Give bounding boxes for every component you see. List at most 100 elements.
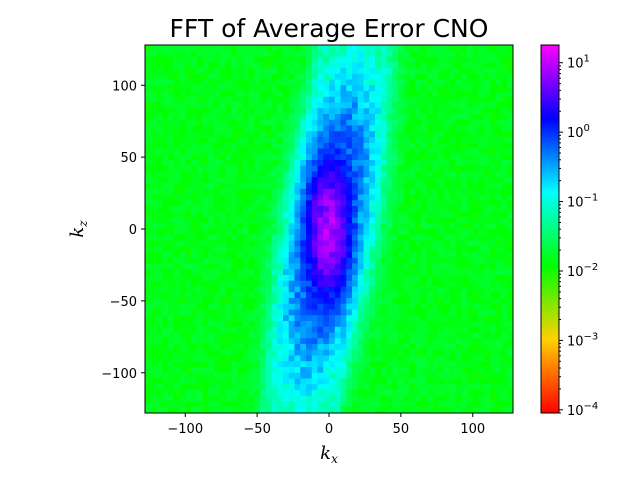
heatmap-cell [455,338,462,345]
heatmap-cell [363,355,370,362]
heatmap-cell [254,378,261,385]
heatmap-cell [409,91,416,98]
heatmap-cell [467,286,474,293]
heatmap-cell [352,85,359,92]
heatmap-cell [380,401,387,408]
heatmap-cell [409,321,416,328]
heatmap-cell [156,217,163,224]
heatmap-cell [214,395,221,402]
heatmap-cell [254,407,261,414]
heatmap-cell [265,275,272,282]
heatmap-cell [242,269,249,276]
heatmap-cell [300,292,307,299]
heatmap-cell [507,229,514,236]
heatmap-cell [409,263,416,270]
heatmap-cell [340,73,347,80]
heatmap-cell [507,85,514,92]
heatmap-cell [352,384,359,391]
heatmap-cell [288,263,295,270]
heatmap-cell [461,280,468,287]
heatmap-cell [495,407,502,414]
heatmap-cell [288,50,295,57]
heatmap-cell [231,62,238,69]
heatmap-cell [403,131,410,138]
heatmap-cell [311,102,318,109]
heatmap-cell [346,269,353,276]
heatmap-cell [352,68,359,75]
heatmap-cell [202,321,209,328]
heatmap-cell [478,142,485,149]
heatmap-cell [363,275,370,282]
heatmap-cell [162,102,169,109]
heatmap-cell [421,183,428,190]
heatmap-cell [145,395,152,402]
heatmap-cell [288,102,295,109]
heatmap-cell [409,367,416,374]
heatmap-cell [300,372,307,379]
heatmap-cell [162,257,169,264]
heatmap-cell [173,292,180,299]
heatmap-cell [346,73,353,80]
heatmap-cell [472,223,479,230]
heatmap-cell [438,229,445,236]
heatmap-cell [254,286,261,293]
heatmap-cell [271,286,278,293]
heatmap-cell [415,338,422,345]
heatmap-cell [334,165,341,172]
heatmap-cell [386,137,393,144]
heatmap-cell [346,257,353,264]
heatmap-cell [467,372,474,379]
heatmap-cell [145,45,152,52]
heatmap-cell [150,309,157,316]
heatmap-cell [214,332,221,339]
heatmap-cell [444,211,451,218]
heatmap-cell [208,252,215,259]
heatmap-cell [352,200,359,207]
heatmap-cell [231,171,238,178]
heatmap-cell [323,165,330,172]
heatmap-cell [179,45,186,52]
heatmap-cell [426,62,433,69]
heatmap-cell [179,252,186,259]
heatmap-cell [248,263,255,270]
heatmap-cell [173,165,180,172]
heatmap-cell [357,401,364,408]
heatmap-cell [392,194,399,201]
heatmap-cell [311,292,318,299]
heatmap-cell [432,390,439,397]
heatmap-cell [248,119,255,126]
heatmap-cell [237,91,244,98]
heatmap-cell [421,309,428,316]
heatmap-cell [363,234,370,241]
heatmap-cell [225,229,232,236]
heatmap-cell [380,355,387,362]
heatmap-cell [484,292,491,299]
heatmap-cell [507,355,514,362]
heatmap-cell [449,234,456,241]
heatmap-cell [323,407,330,414]
heatmap-cell [271,102,278,109]
heatmap-cell [150,384,157,391]
heatmap-cell [156,131,163,138]
heatmap-cell [150,286,157,293]
heatmap-cell [231,384,238,391]
heatmap-cell [490,56,497,63]
heatmap-cell [306,114,313,121]
heatmap-cell [248,96,255,103]
heatmap-cell [254,223,261,230]
heatmap-cell [444,372,451,379]
heatmap-cell [173,315,180,322]
heatmap-cell [162,160,169,167]
heatmap-cell [145,378,152,385]
heatmap-cell [156,338,163,345]
heatmap-cell [150,344,157,351]
heatmap-cell [507,326,514,333]
heatmap-cell [202,211,209,218]
heatmap-cell [444,160,451,167]
heatmap-cell [329,50,336,57]
heatmap-cell [375,286,382,293]
heatmap-cell [421,108,428,115]
heatmap-cell [375,223,382,230]
heatmap-cell [156,119,163,126]
heatmap-cell [386,50,393,57]
